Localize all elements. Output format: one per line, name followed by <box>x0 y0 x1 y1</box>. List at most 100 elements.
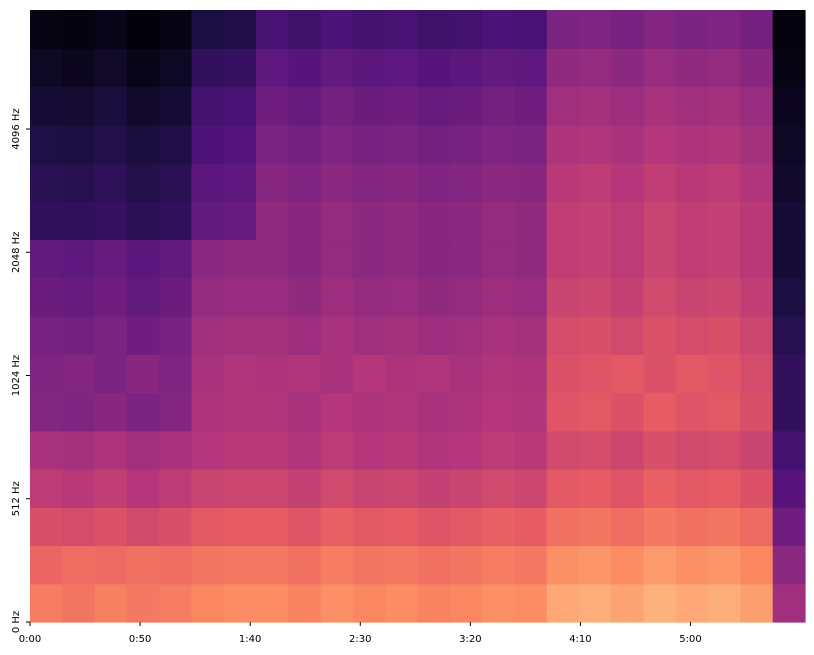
cell <box>708 469 742 508</box>
cell <box>352 86 386 126</box>
cell <box>191 354 225 394</box>
cell <box>191 10 225 49</box>
cell <box>740 86 774 126</box>
cell <box>578 48 612 88</box>
cell <box>708 201 742 241</box>
cell <box>449 354 483 394</box>
cell <box>191 163 225 202</box>
cell <box>126 86 160 126</box>
cell <box>675 583 709 623</box>
cell <box>320 124 354 164</box>
cell <box>546 545 580 585</box>
cell <box>449 201 483 241</box>
cell <box>62 316 96 355</box>
y-tick-label: 4096 Hz <box>11 108 22 149</box>
cell <box>62 507 96 547</box>
cell <box>417 239 451 279</box>
cell <box>643 10 677 49</box>
cell <box>675 392 709 432</box>
cell <box>482 392 515 432</box>
cell <box>772 392 806 432</box>
cell <box>94 545 128 585</box>
cell <box>30 545 63 585</box>
cell <box>643 507 677 547</box>
cell <box>708 48 742 88</box>
x-tick-label: 2:30 <box>349 634 371 645</box>
cell <box>256 124 289 164</box>
cell <box>385 316 419 355</box>
cell <box>772 430 806 470</box>
cell <box>256 354 289 394</box>
cell <box>352 392 386 432</box>
cell <box>223 316 257 355</box>
cell <box>191 507 225 547</box>
cell <box>546 430 580 470</box>
cell <box>772 469 806 508</box>
cell <box>482 430 515 470</box>
cell <box>417 545 451 585</box>
cell <box>578 124 612 164</box>
cell <box>708 163 742 202</box>
cell <box>223 354 257 394</box>
cell <box>417 201 451 241</box>
cell <box>320 10 354 49</box>
cell <box>256 86 289 126</box>
cell <box>223 86 257 126</box>
cell <box>94 48 128 88</box>
cell <box>772 124 806 164</box>
cell <box>352 430 386 470</box>
cell <box>288 201 322 241</box>
cell <box>578 201 612 241</box>
cell <box>675 469 709 508</box>
cell <box>159 48 193 88</box>
cell <box>223 545 257 585</box>
cell <box>223 469 257 508</box>
cell <box>546 507 580 547</box>
cell <box>62 201 96 241</box>
cell <box>288 354 322 394</box>
cell <box>708 354 742 394</box>
cell <box>385 201 419 241</box>
cell <box>94 86 128 126</box>
cell <box>320 392 354 432</box>
cell <box>417 392 451 432</box>
cell <box>643 48 677 88</box>
cell <box>126 239 160 279</box>
cell <box>256 316 289 355</box>
cell <box>94 239 128 279</box>
cell <box>159 239 193 279</box>
cell <box>643 277 677 317</box>
cell <box>352 163 386 202</box>
cell <box>643 354 677 394</box>
cell <box>288 277 322 317</box>
cell <box>30 201 63 241</box>
y-tick-label: 0 Hz <box>11 611 22 633</box>
cell <box>352 583 386 623</box>
cell <box>708 583 742 623</box>
cell <box>352 507 386 547</box>
cell <box>126 277 160 317</box>
cell <box>159 124 193 164</box>
cell <box>546 469 580 508</box>
cell <box>417 354 451 394</box>
cell <box>256 392 289 432</box>
cell <box>30 10 63 49</box>
cell <box>159 277 193 317</box>
cell <box>514 545 548 585</box>
cell <box>256 48 289 88</box>
cell <box>159 10 193 49</box>
cell <box>30 583 63 623</box>
cell <box>320 316 354 355</box>
cell <box>62 163 96 202</box>
cell <box>546 201 580 241</box>
cell <box>449 316 483 355</box>
cell <box>611 392 645 432</box>
cell <box>288 469 322 508</box>
cell <box>223 124 257 164</box>
cell <box>772 163 806 202</box>
cell <box>675 507 709 547</box>
cell <box>708 430 742 470</box>
cell <box>772 545 806 585</box>
cell <box>30 277 63 317</box>
cell <box>94 10 128 49</box>
